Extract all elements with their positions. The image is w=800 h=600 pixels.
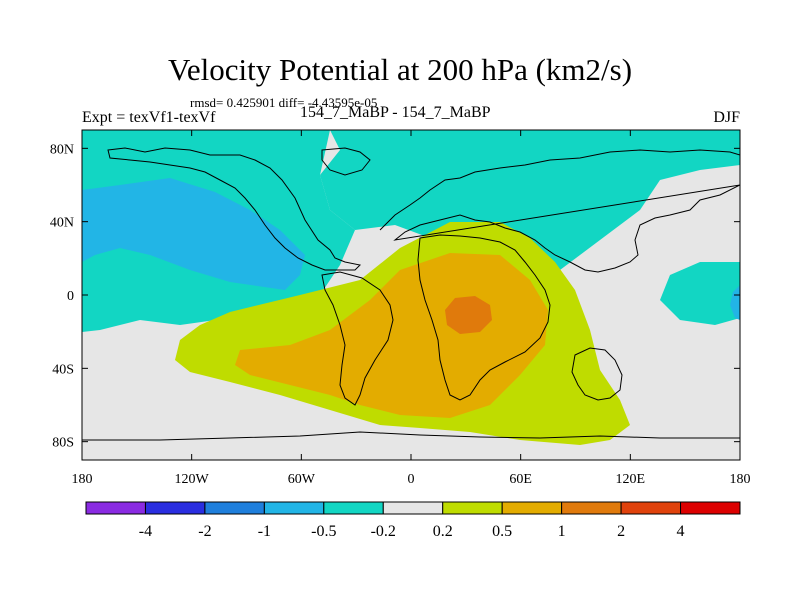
colorbar-label: 1 [558,523,566,540]
colorbar-swatch [620,501,682,515]
colorbar-swatch [442,501,503,515]
colorbar-swatch [85,501,146,515]
colorbar-label: -2 [198,523,211,540]
colorbar-label: 2 [617,523,625,540]
colorbar-label: -0.5 [311,523,336,540]
x-tick-label: 180 [72,472,93,487]
colorbar-label: 0.2 [433,523,453,540]
colorbar-label: -4 [139,523,152,540]
colorbar-label: 4 [677,523,685,540]
antarctica-outline [82,431,740,441]
colorbar-swatch [323,501,384,515]
x-tick-label: 120E [616,472,646,487]
colorbar-label: -0.2 [371,523,396,540]
colorbar-swatch [680,501,741,515]
contour-pos-1-2 [445,296,492,334]
greenland-outline [321,147,371,176]
experiment-label: Expt = texVf1-texVf [82,109,216,126]
stats-label: rmsd= 0.425901 diff= -4.43595e-05 [190,95,378,110]
y-tick-label: 40S [52,362,74,377]
x-tick-label: 60E [509,472,532,487]
chart-title: Velocity Potential at 200 hPa (km2/s) [167,52,633,87]
season-label: DJF [713,109,740,126]
x-tick-label: 180 [730,472,751,487]
contour-neg-0.5-0.2-australia [660,262,740,325]
y-tick-label: 40N [50,216,74,231]
y-tick-label: 80S [52,436,74,451]
contour-pos-0.5-1 [235,253,548,418]
colorbar-swatch [204,501,265,515]
colorbar-label: 0.5 [492,523,512,540]
colorbar-label: -1 [258,523,271,540]
y-tick-label: 80N [50,142,74,157]
contour-neg-0.5-0.2-pacific [82,130,740,285]
continent-outlines [82,147,740,441]
colorbar-swatch [382,501,444,515]
contour-neg-1-0.5-dateline [730,285,740,320]
australia-outline [571,347,623,401]
colorbar-swatch [144,501,206,515]
y-axis: 80N 40N 0 40S 80S [50,142,740,451]
colorbar: -4 -2 -1 -0.5 -0.2 0.2 0.5 1 2 4 [85,501,741,540]
colorbar-swatch [561,501,622,515]
x-tick-label: 120W [175,472,210,487]
contour-neg-1-0.5-pacific [82,178,305,290]
africa-outline [417,234,551,401]
colorbar-swatch [263,501,325,515]
colorbar-swatch [501,501,563,515]
x-tick-label: 60W [288,472,316,487]
y-tick-label: 0 [67,289,74,304]
eurasia-outline [379,149,740,273]
x-tick-label: 0 [408,472,415,487]
south-america-outline [321,271,394,406]
north-america-outline [107,147,362,271]
case-label: 154_7_MaBP - 154_7_MaBP [300,104,491,121]
x-axis: 180 120W 60W 0 60E 120E 180 [72,130,751,487]
